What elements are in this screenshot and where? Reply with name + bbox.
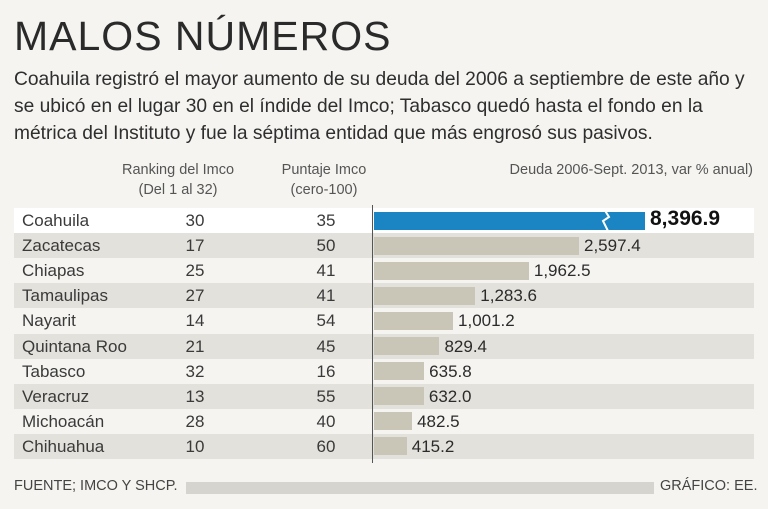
bar-value-label: 635.8 xyxy=(429,361,472,381)
imco-ranking: 28 xyxy=(185,411,205,431)
imco-score: 41 xyxy=(316,286,336,306)
score-header-line2: (cero-100) xyxy=(290,182,358,198)
table-row: Chiapas 25 41 xyxy=(14,258,754,283)
bar-value-label: 8,396.9 xyxy=(650,207,721,230)
ranking-header-line2: (Del 1 al 32) xyxy=(138,182,218,198)
bar-value-label: 482.5 xyxy=(417,411,460,431)
imco-score: 40 xyxy=(316,411,336,431)
score-header-line1: Puntaje Imco xyxy=(281,162,367,178)
bar-value-label: 829.4 xyxy=(444,336,487,356)
ranking-column-header: Ranking del Imco (Del 1 al 32) xyxy=(108,160,248,200)
imco-ranking: 30 xyxy=(185,211,205,230)
imco-score: 54 xyxy=(316,311,336,331)
table-row: Michoacán 28 40 xyxy=(14,409,754,434)
imco-score: 16 xyxy=(316,361,336,381)
footer-divider xyxy=(186,482,654,494)
imco-score: 60 xyxy=(316,436,336,456)
imco-ranking: 25 xyxy=(185,261,205,281)
state-name: Veracruz xyxy=(22,386,90,406)
state-name: Coahuila xyxy=(22,211,90,230)
imco-score: 35 xyxy=(316,211,336,230)
debt-bar xyxy=(374,412,413,431)
bar-value-label: 1,962.5 xyxy=(533,261,591,281)
state-name: Nayarit xyxy=(22,311,76,331)
debt-column-header: Deuda 2006-Sept. 2013, var % anual) xyxy=(509,162,753,178)
axis-break-icon xyxy=(601,209,611,231)
debt-bar xyxy=(374,362,425,381)
state-name: Michoacán xyxy=(22,411,105,431)
state-name: Tabasco xyxy=(22,361,86,381)
table-row: Nayarit 14 54 xyxy=(14,308,754,333)
debt-bar xyxy=(374,211,645,230)
state-name: Zacatecas xyxy=(22,236,101,256)
chart-title: MALOS NÚMEROS xyxy=(14,13,392,59)
debt-bar xyxy=(374,437,407,456)
imco-ranking: 27 xyxy=(185,286,205,306)
imco-ranking: 21 xyxy=(185,336,205,356)
score-column-header: Puntaje Imco (cero-100) xyxy=(264,160,384,200)
debt-bar xyxy=(374,286,476,305)
debt-bar xyxy=(374,337,440,355)
bar-value-label: 1,283.6 xyxy=(480,286,538,306)
imco-score: 50 xyxy=(316,236,336,256)
ranking-header-line1: Ranking del Imco xyxy=(121,162,235,178)
state-name: Chiapas xyxy=(22,261,85,281)
debt-bar xyxy=(374,311,454,330)
table-row: Tabasco 32 16 xyxy=(14,359,754,384)
debt-bar xyxy=(374,387,424,406)
imco-ranking: 14 xyxy=(185,311,205,331)
imco-score: 45 xyxy=(316,336,336,356)
bar-value-label: 415.2 xyxy=(411,436,455,456)
imco-score: 55 xyxy=(316,386,336,406)
imco-score: 41 xyxy=(316,261,336,281)
imco-ranking: 32 xyxy=(185,361,205,381)
state-name: Tamaulipas xyxy=(22,286,108,306)
imco-ranking: 13 xyxy=(185,386,205,406)
graphic-credit: GRÁFICO: EE. xyxy=(660,478,758,494)
state-name: Quintana Roo xyxy=(22,336,127,356)
state-name: Chihuahua xyxy=(22,436,105,456)
imco-ranking: 17 xyxy=(185,236,205,256)
source-note: FUENTE; IMCO Y SHCP. xyxy=(14,478,178,494)
bar-value-label: 2,597.4 xyxy=(584,236,641,256)
bar-value-label: 632.0 xyxy=(428,386,472,406)
chart-subtitle: Coahuila registró el mayor aumento de su… xyxy=(14,69,745,144)
bar-axis-line xyxy=(372,205,373,463)
bar-value-label: 1,001.2 xyxy=(458,311,515,331)
debt-bar xyxy=(374,236,579,255)
imco-ranking: 10 xyxy=(185,436,205,456)
debt-bar xyxy=(374,261,529,280)
